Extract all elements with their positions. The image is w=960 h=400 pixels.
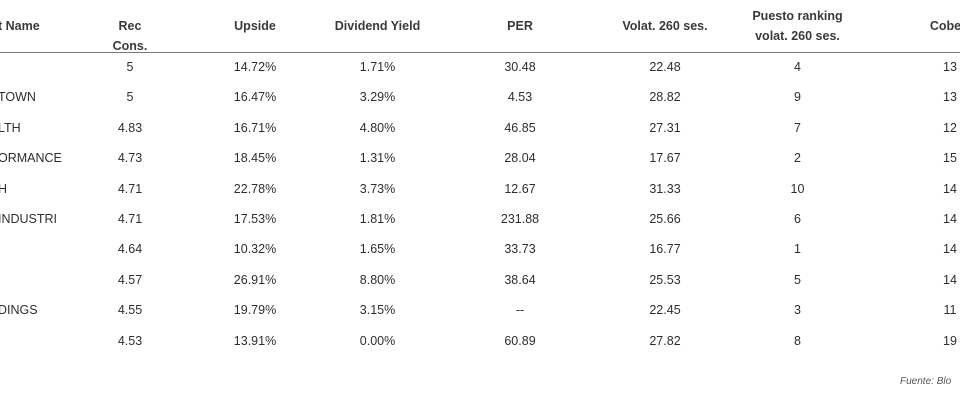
row-per: 4.53 [507, 90, 533, 105]
row-per: -- [515, 303, 525, 318]
row-coverage: 13 [943, 90, 957, 105]
header-volat: Volat. 260 ses. [622, 19, 708, 33]
header-rec-cons: Rec Cons. [112, 19, 148, 53]
row-ranking: 7 [794, 120, 801, 135]
row-upside: 22.78% [233, 181, 277, 196]
row-upside: 18.45% [233, 151, 277, 166]
row-name: TOWN [0, 90, 36, 105]
row-coverage: 15 [943, 151, 957, 166]
row-volat: 22.48 [649, 60, 681, 74]
row-name: ORMANCE [0, 151, 62, 166]
row-upside: 19.79% [233, 303, 277, 318]
row-coverage: 11 [943, 303, 957, 318]
row-coverage: 13 [943, 60, 957, 74]
row-upside: 16.47% [233, 90, 277, 105]
row-name: DINGS [0, 303, 38, 318]
header-name: t Name [0, 19, 40, 33]
row-upside: 26.91% [233, 272, 277, 287]
source-note: Fuente: Blo [900, 376, 952, 387]
row-rec-cons: 4.53 [117, 333, 143, 348]
row-dividend-yield: 1.71% [359, 60, 396, 74]
row-dividend-yield: 0.00% [359, 333, 396, 348]
header-divider [0, 52, 960, 53]
table-header: t Name Rec Cons. Upside Dividend Yield P… [0, 0, 960, 53]
header-dividend-yield: Dividend Yield [334, 19, 421, 33]
row-rec-cons: 5 [126, 60, 134, 74]
header-per: PER [507, 19, 533, 33]
row-ranking: 8 [794, 333, 801, 348]
row-upside: 16.71% [233, 120, 277, 135]
row-volat: 16.77 [649, 242, 681, 257]
row-dividend-yield: 1.65% [359, 242, 396, 257]
row-ranking: 5 [794, 272, 801, 287]
row-upside: 17.53% [233, 212, 277, 226]
row-volat: 22.45 [649, 303, 681, 318]
row-coverage: 14 [943, 242, 957, 257]
table-row: 4.57 26.91% 8.80% 38.64 25.53 5 14 [0, 265, 960, 295]
row-per: 30.48 [504, 60, 536, 74]
row-name: INDUSTRI [0, 212, 58, 226]
row-per: 60.89 [504, 333, 536, 348]
row-per: 28.04 [504, 151, 536, 166]
row-volat: 28.82 [649, 90, 681, 105]
row-dividend-yield: 3.73% [359, 181, 396, 196]
row-dividend-yield: 8.80% [359, 272, 396, 287]
row-ranking: 9 [794, 90, 801, 105]
row-ranking: 2 [794, 151, 801, 166]
row-volat: 27.82 [649, 333, 681, 348]
row-rec-cons: 4.57 [117, 272, 143, 287]
header-ranking-line2: volat. 260 ses. [755, 29, 840, 43]
row-ranking: 6 [794, 212, 801, 226]
row-coverage: 19 [943, 333, 957, 348]
row-upside: 10.32% [233, 242, 277, 257]
row-coverage: 14 [943, 181, 957, 196]
row-upside: 14.72% [233, 60, 277, 74]
row-name: LTH [0, 120, 21, 135]
row-dividend-yield: 1.31% [359, 151, 396, 166]
row-upside: 13.91% [233, 333, 277, 348]
row-per: 231.88 [500, 212, 540, 226]
row-coverage: 12 [943, 120, 957, 135]
row-volat: 31.33 [649, 181, 681, 196]
header-ranking-line1: Puesto ranking [752, 9, 843, 23]
row-rec-cons: 4.73 [117, 151, 143, 166]
header-coverage: Cobert [929, 19, 960, 33]
row-per: 12.67 [504, 181, 536, 196]
row-ranking: 3 [794, 303, 801, 318]
row-dividend-yield: 3.15% [359, 303, 396, 318]
row-per: 33.73 [504, 242, 536, 257]
row-rec-cons: 4.55 [117, 303, 143, 318]
row-coverage: 14 [943, 212, 957, 226]
table-row: DINGS 4.55 19.79% 3.15% -- 22.45 3 11 [0, 295, 960, 325]
row-dividend-yield: 3.29% [359, 90, 396, 105]
table-row: TOWN 5 16.47% 3.29% 4.53 28.82 9 13 [0, 82, 960, 112]
row-dividend-yield: 1.81% [359, 212, 396, 226]
table-row: INDUSTRI 4.71 17.53% 1.81% 231.88 25.66 6 14 [0, 204, 960, 234]
row-ranking: 1 [794, 242, 801, 257]
row-per: 46.85 [504, 120, 536, 135]
table-row: 4.64 10.32% 1.65% 33.73 16.77 1 14 [0, 234, 960, 264]
header-upside: Upside [234, 19, 276, 33]
row-rec-cons: 4.71 [117, 212, 143, 226]
table-row: 5 14.72% 1.71% 30.48 22.48 4 13 [0, 52, 960, 82]
row-rec-cons: 4.83 [117, 120, 143, 135]
table-row: 4.53 13.91% 0.00% 60.89 27.82 8 19 [0, 326, 960, 356]
row-volat: 25.53 [649, 272, 681, 287]
row-volat: 27.31 [649, 120, 681, 135]
row-ranking: 4 [794, 60, 801, 74]
table-row: LTH 4.83 16.71% 4.80% 46.85 27.31 7 12 [0, 113, 960, 143]
row-per: 38.64 [504, 272, 536, 287]
row-coverage: 14 [943, 272, 957, 287]
table-row: H 4.71 22.78% 3.73% 12.67 31.33 10 14 [0, 174, 960, 204]
row-dividend-yield: 4.80% [359, 120, 396, 135]
row-rec-cons: 5 [126, 90, 134, 105]
row-name: H [0, 181, 8, 196]
row-ranking: 10 [790, 181, 805, 196]
row-volat: 25.66 [649, 212, 681, 226]
row-rec-cons: 4.71 [117, 181, 143, 196]
row-rec-cons: 4.64 [117, 242, 143, 257]
table-row: ORMANCE 4.73 18.45% 1.31% 28.04 17.67 2 15 [0, 143, 960, 173]
row-volat: 17.67 [649, 151, 681, 166]
